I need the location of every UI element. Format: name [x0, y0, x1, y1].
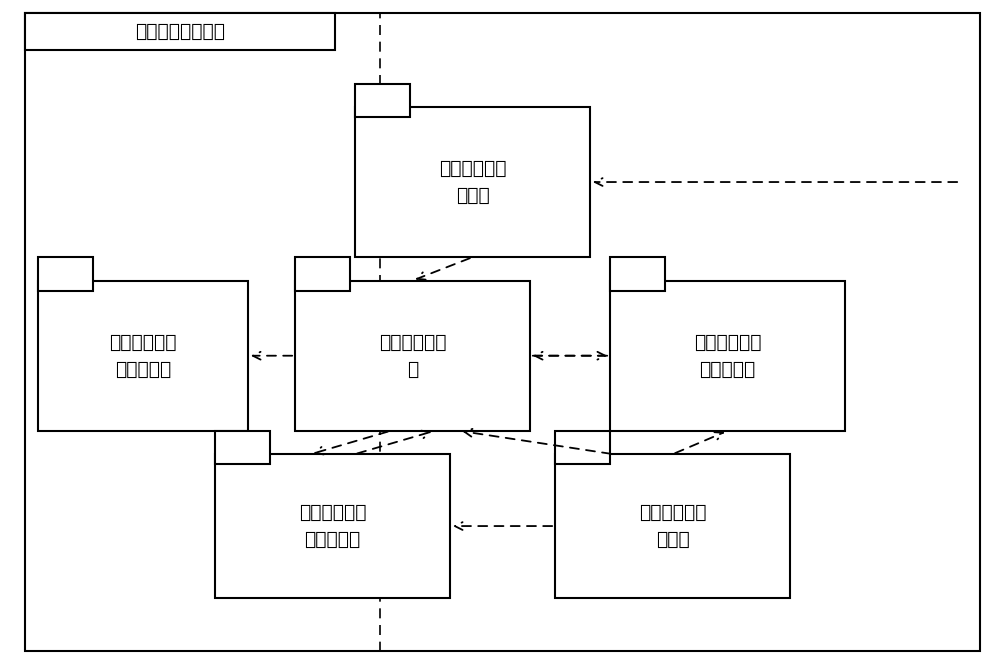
Bar — [610, 281, 845, 431]
Bar — [355, 84, 410, 117]
Text: 任务统筹分析
插件包: 任务统筹分析 插件包 — [439, 159, 506, 205]
Bar — [25, 13, 335, 50]
Bar — [380, 13, 980, 651]
Text: 星地资源模型
插件包: 星地资源模型 插件包 — [639, 503, 706, 549]
Bar — [38, 281, 248, 431]
Text: 任务规划推演
显示插件包: 任务规划推演 显示插件包 — [694, 333, 761, 379]
Text: 任务规划插件
包: 任务规划插件 包 — [379, 333, 446, 379]
Bar — [38, 257, 93, 291]
Text: 任务规划方案
管理插件包: 任务规划方案 管理插件包 — [109, 333, 177, 379]
Bar — [295, 281, 530, 431]
Bar — [555, 431, 610, 464]
Bar — [295, 257, 350, 291]
Bar — [610, 257, 665, 291]
Text: 任务规划通用平台: 任务规划通用平台 — [135, 22, 225, 41]
Text: 任务规划算法
服务插件包: 任务规划算法 服务插件包 — [299, 503, 366, 549]
Bar — [215, 431, 270, 464]
Bar — [355, 107, 590, 257]
Bar — [215, 454, 450, 598]
Bar — [555, 454, 790, 598]
